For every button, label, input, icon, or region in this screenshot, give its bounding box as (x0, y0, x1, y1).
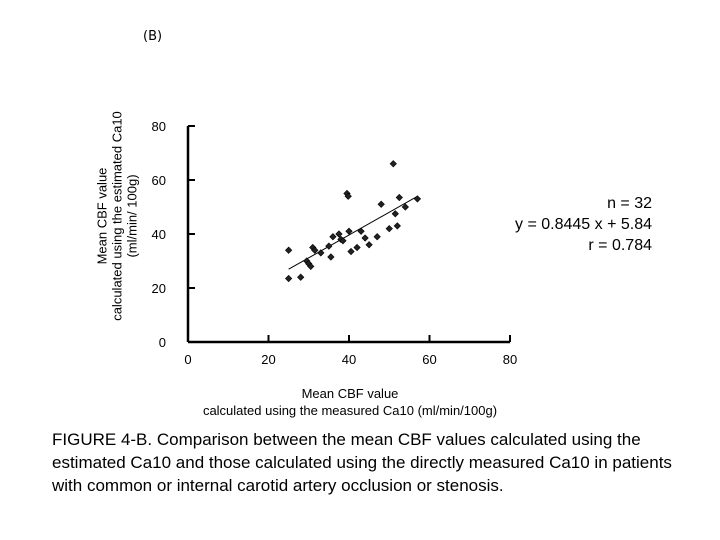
data-point (327, 253, 335, 261)
x-tick-label: 0 (184, 352, 191, 367)
x-tick-label: 60 (422, 352, 436, 367)
data-point (395, 193, 403, 202)
y-tick-label: 60 (152, 173, 166, 188)
y-tick-label: 80 (152, 119, 166, 134)
data-point (393, 222, 401, 230)
data-point (311, 246, 319, 254)
stat-equation: y = 0.8445 x + 5.84 (515, 216, 652, 233)
data-point (357, 227, 365, 235)
data-point (345, 227, 353, 235)
data-point (347, 247, 355, 256)
figure-caption: FIGURE 4-B. Comparison between the mean … (52, 430, 672, 495)
data-point (365, 241, 373, 249)
data-point (307, 262, 315, 271)
data-point (377, 200, 385, 208)
data-point (401, 203, 409, 211)
data-point (317, 249, 325, 257)
y-tick-label: 40 (152, 227, 166, 242)
data-point (339, 237, 347, 245)
data-point (385, 224, 393, 233)
x-tick-label: 40 (342, 352, 356, 367)
data-point (373, 233, 381, 241)
x-axis-label-line-2: calculated using the measured Ca10 (ml/m… (202, 403, 498, 418)
x-tick-label: 80 (503, 352, 517, 367)
regression-line (288, 195, 418, 270)
regression-stats: n = 32 y = 0.8445 x + 5.84 r = 0.784 (515, 193, 652, 256)
data-point (391, 210, 399, 218)
data-point (361, 234, 369, 242)
data-point (297, 273, 305, 281)
x-tick-label: 20 (261, 352, 275, 367)
x-axis-label-line-1: Mean CBF value (301, 386, 399, 401)
y-tick-label: 20 (152, 281, 166, 296)
data-point (389, 160, 397, 168)
data-point (353, 243, 361, 252)
data-point (285, 274, 293, 283)
data-point (344, 192, 352, 200)
stat-r: r = 0.784 (588, 237, 652, 254)
panel-label: (B) (143, 29, 163, 44)
data-point (329, 233, 337, 241)
data-point (285, 246, 293, 254)
data-point (335, 230, 343, 238)
x-axis-label: Mean CBF value calculated using the meas… (140, 385, 560, 419)
y-tick-label: 0 (159, 335, 166, 350)
data-point (325, 242, 333, 250)
stat-n: n = 32 (607, 195, 652, 212)
data-point (413, 195, 422, 203)
